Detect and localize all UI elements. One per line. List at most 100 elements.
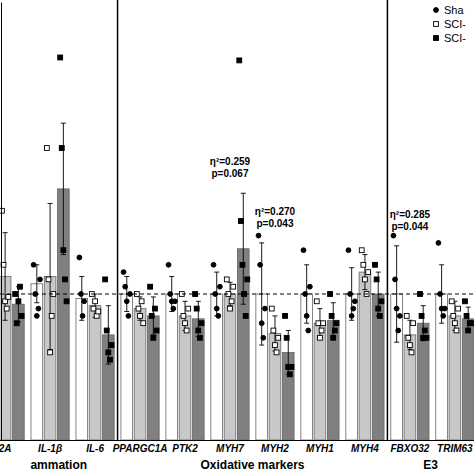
data-point — [64, 299, 69, 304]
data-point — [211, 262, 216, 267]
data-point — [46, 277, 51, 282]
data-point — [18, 284, 23, 289]
x-tick: IL-6 — [86, 443, 104, 454]
data-point — [436, 241, 441, 246]
data-point — [409, 350, 414, 355]
bar — [359, 272, 371, 440]
data-point — [463, 299, 468, 304]
data-point — [449, 299, 454, 304]
x-tick-label: MYH1 — [306, 443, 334, 454]
data-point — [171, 306, 176, 311]
bar — [192, 319, 204, 440]
data-point — [379, 299, 384, 304]
data-point — [393, 277, 398, 282]
legend-marker — [434, 22, 439, 27]
data-point — [456, 306, 461, 311]
data-point — [276, 335, 281, 340]
bar — [166, 294, 178, 440]
data-point — [274, 350, 279, 355]
x-tick-label: 2A — [0, 443, 12, 454]
data-point — [108, 357, 113, 362]
error-bar — [241, 193, 246, 304]
section-label: Oxidative markers — [200, 458, 304, 472]
error-bar — [61, 123, 66, 254]
data-point — [287, 372, 292, 377]
data-point — [49, 314, 54, 319]
data-point — [346, 248, 351, 253]
data-point — [258, 262, 263, 267]
data-point — [218, 284, 223, 289]
data-point — [363, 277, 368, 282]
data-point — [273, 343, 278, 348]
data-point — [419, 314, 424, 319]
data-point — [373, 262, 378, 267]
data-point — [466, 328, 471, 333]
bar — [103, 335, 115, 440]
data-point — [452, 321, 457, 326]
data-point — [359, 248, 364, 253]
data-point — [304, 314, 309, 319]
x-tick-label: IL-6 — [86, 443, 104, 454]
data-point — [121, 270, 126, 275]
error-bar — [272, 316, 277, 351]
data-point — [224, 277, 229, 282]
data-point — [106, 350, 111, 355]
annotation: η²=0.259 — [210, 156, 251, 167]
bar — [89, 306, 101, 440]
data-point — [422, 328, 427, 333]
data-point — [237, 58, 242, 63]
x-tick-label: PPARGC1A — [113, 443, 168, 454]
x-tick: MYH2 — [261, 443, 289, 454]
legend-marker — [434, 8, 439, 13]
data-point — [406, 335, 411, 340]
data-point — [238, 219, 243, 224]
bar — [449, 316, 461, 440]
data-point — [391, 233, 396, 238]
chart: 2AIL-1βIL-6PPARGC1APTK2MYH7MYH2MYH1MYH4F… — [0, 0, 474, 474]
data-point — [334, 321, 339, 326]
section-label: ammation — [30, 458, 87, 472]
data-point — [408, 343, 413, 348]
x-axis: 2AIL-1βIL-6PPARGC1APTK2MYH7MYH2MYH1MYH4F… — [0, 441, 474, 455]
data-point — [271, 328, 276, 333]
plot-area — [0, 55, 474, 440]
data-point — [307, 284, 312, 289]
data-point — [153, 306, 158, 311]
data-point — [34, 314, 39, 319]
data-point — [63, 277, 68, 282]
bar — [282, 352, 294, 440]
data-point — [263, 306, 268, 311]
data-point — [376, 306, 381, 311]
data-point — [38, 277, 43, 282]
data-point — [36, 306, 41, 311]
data-point — [149, 314, 154, 319]
data-point — [44, 146, 49, 151]
section-separator — [387, 0, 389, 440]
legend-label: SCI- — [444, 32, 466, 44]
series — [13, 189, 474, 440]
data-point — [183, 321, 188, 326]
data-point — [91, 306, 96, 311]
y-axis — [1, 3, 2, 441]
data-point — [186, 306, 191, 311]
data-point — [58, 55, 63, 60]
bar — [404, 335, 416, 440]
legend-label: SCI- — [444, 18, 466, 30]
data-point — [181, 314, 186, 319]
x-tick: IL-1β — [38, 443, 62, 454]
bar — [179, 316, 191, 440]
data-point — [48, 350, 53, 355]
data-point — [31, 262, 36, 267]
data-point — [256, 233, 261, 238]
data-point — [126, 314, 131, 319]
data-point — [82, 299, 87, 304]
data-point — [173, 299, 178, 304]
data-point — [6, 295, 11, 300]
y-axis-line — [1, 3, 2, 441]
bar — [327, 320, 339, 440]
data-point — [424, 335, 429, 340]
bar — [346, 294, 358, 440]
data-point — [442, 306, 447, 311]
legend-label: Sha — [444, 4, 464, 16]
data-point — [319, 328, 324, 333]
